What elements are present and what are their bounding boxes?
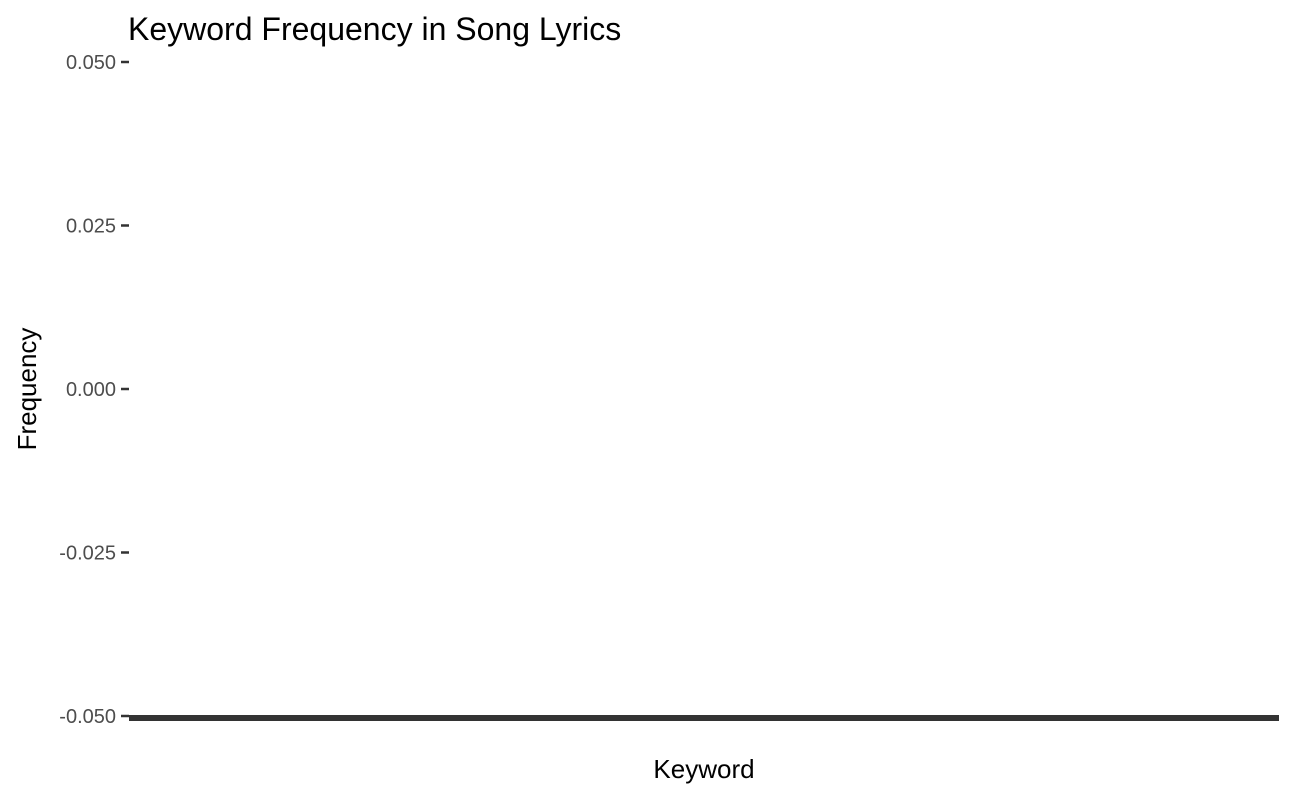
- y-tick-label: 0.025: [66, 216, 116, 238]
- y-tick-label: 0.000: [66, 379, 116, 401]
- x-axis-baseline-band: [129, 715, 1279, 721]
- y-tick-label: 0.050: [66, 52, 116, 74]
- y-tick-label: -0.050: [59, 706, 116, 728]
- y-axis-title: Frequency: [12, 328, 42, 451]
- y-axis: -0.050 -0.025 0.000 0.025 0.050: [59, 52, 129, 728]
- chart-title: Keyword Frequency in Song Lyrics: [128, 11, 621, 47]
- y-tick-label: -0.025: [59, 543, 116, 565]
- x-axis-title: Keyword: [653, 754, 754, 784]
